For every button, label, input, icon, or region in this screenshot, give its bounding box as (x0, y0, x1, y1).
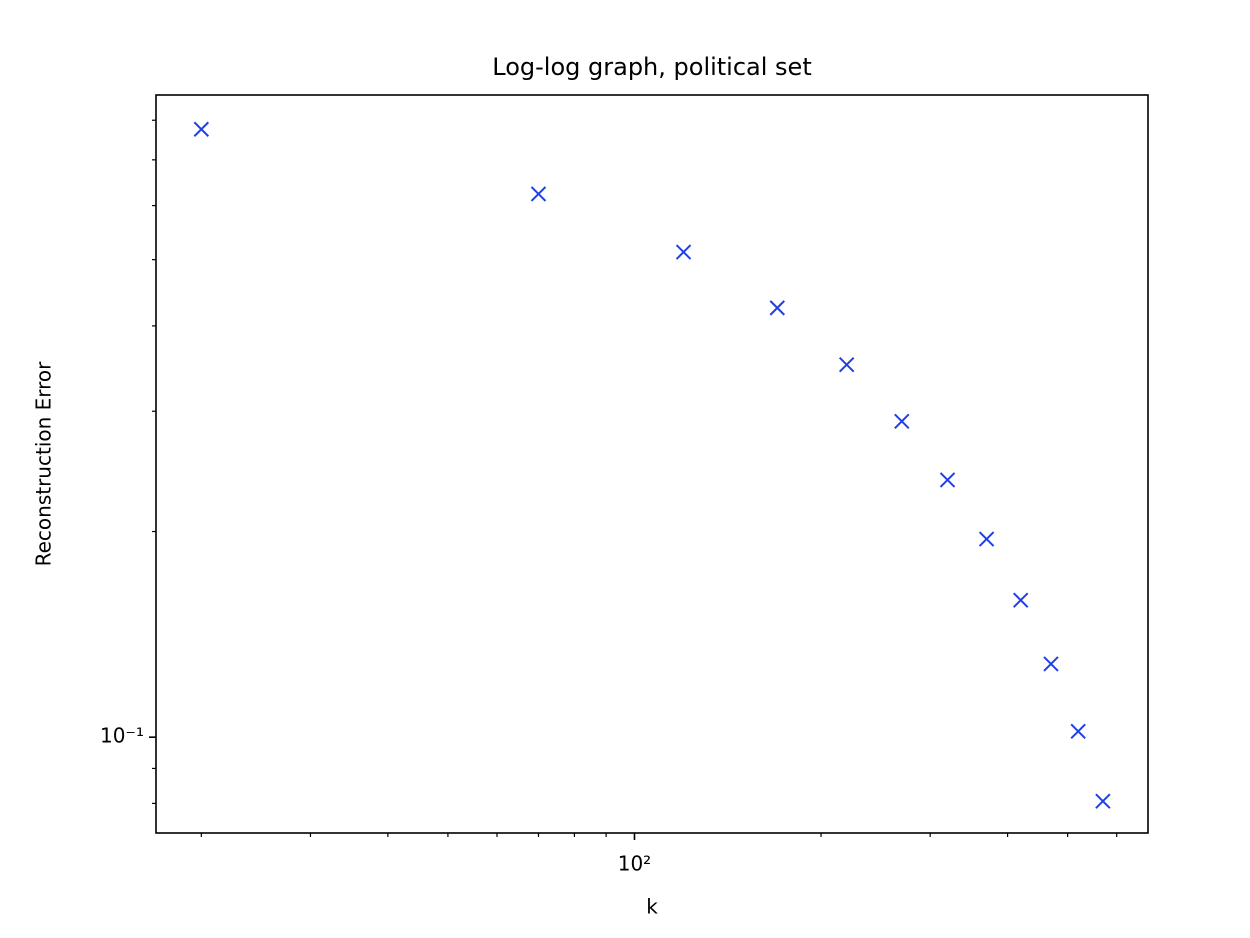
marker (1095, 793, 1111, 809)
marker (675, 244, 692, 260)
marker (193, 121, 210, 137)
marker (1013, 592, 1029, 608)
marker (939, 472, 956, 488)
y-axis-label: Reconstruction Error (32, 361, 56, 567)
marker (1043, 656, 1059, 672)
marker (530, 186, 547, 202)
marker (769, 300, 785, 316)
marker (1070, 723, 1086, 740)
y-tick-label: 10⁻¹ (100, 724, 144, 748)
plot-frame (155, 94, 1149, 834)
marker (838, 356, 855, 373)
x-tick-label: 10² (618, 852, 651, 876)
marker (978, 531, 995, 547)
marker (894, 413, 910, 429)
x-axis-label: k (646, 895, 658, 919)
chart-title: Log-log graph, political set (492, 53, 811, 81)
